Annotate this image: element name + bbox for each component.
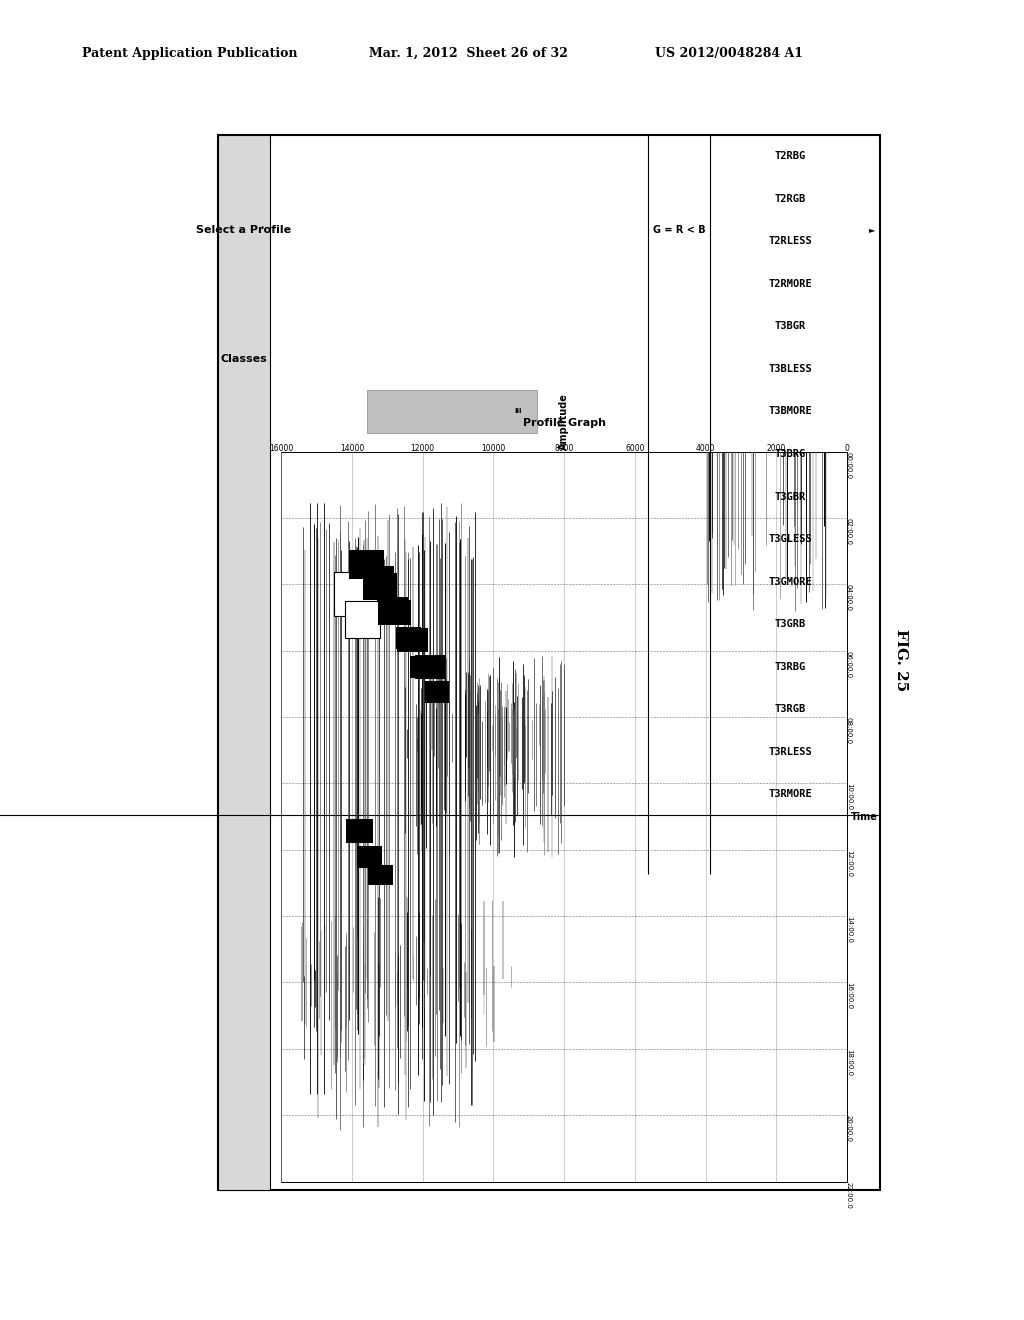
Bar — [346, 820, 373, 842]
Bar — [357, 846, 382, 867]
Text: 20:00.0: 20:00.0 — [846, 1115, 852, 1142]
Text: 16000: 16000 — [269, 444, 294, 453]
Text: T2RLESS: T2RLESS — [768, 236, 812, 247]
Text: T2RMORE: T2RMORE — [768, 279, 812, 289]
Bar — [378, 599, 411, 624]
Text: Amplitude: Amplitude — [559, 393, 569, 450]
Bar — [396, 628, 428, 652]
Bar — [345, 601, 380, 638]
Text: 4000: 4000 — [695, 444, 716, 453]
Bar — [335, 572, 377, 615]
Text: T2RBG: T2RBG — [774, 152, 806, 161]
Text: T3RGB: T3RGB — [774, 704, 806, 714]
Bar — [396, 627, 421, 648]
Text: 18:00.0: 18:00.0 — [846, 1049, 852, 1076]
Text: Select a Profile: Select a Profile — [197, 224, 292, 235]
Text: T3BRG: T3BRG — [774, 449, 806, 459]
Text: 00:00.0: 00:00.0 — [846, 451, 852, 479]
Text: 08:00.0: 08:00.0 — [846, 717, 852, 744]
Text: 14:00.0: 14:00.0 — [846, 916, 852, 942]
Text: T3GRB: T3GRB — [774, 619, 806, 630]
Text: iii: iii — [514, 408, 521, 414]
Text: T3GLESS: T3GLESS — [768, 535, 812, 544]
Text: 06:00.0: 06:00.0 — [846, 651, 852, 677]
Text: FIG. 25: FIG. 25 — [894, 628, 908, 692]
Bar — [415, 655, 444, 678]
Bar — [411, 656, 435, 677]
Text: 14000: 14000 — [340, 444, 365, 453]
Text: ►: ► — [869, 226, 876, 235]
Text: 12:00.0: 12:00.0 — [846, 850, 852, 876]
Bar — [348, 550, 384, 579]
Text: 10000: 10000 — [481, 444, 506, 453]
Text: Profile Graph: Profile Graph — [522, 418, 605, 428]
Text: US 2012/0048284 A1: US 2012/0048284 A1 — [655, 46, 804, 59]
Bar — [218, 135, 880, 1191]
Text: Time: Time — [851, 812, 878, 821]
Text: ': ' — [261, 224, 264, 235]
Bar — [367, 391, 537, 433]
Text: T3BMORE: T3BMORE — [768, 407, 812, 416]
Text: T3GBR: T3GBR — [774, 491, 806, 502]
Bar — [282, 451, 847, 1181]
Bar — [368, 865, 392, 886]
Text: 8000: 8000 — [554, 444, 573, 453]
Bar — [364, 573, 397, 599]
Bar — [425, 681, 450, 704]
Text: 22:00.0: 22:00.0 — [846, 1181, 852, 1208]
Bar — [367, 566, 394, 593]
Text: 6000: 6000 — [625, 444, 644, 453]
Text: 12000: 12000 — [411, 444, 435, 453]
Bar — [218, 135, 270, 1191]
Bar — [381, 597, 408, 620]
Text: 02:00.0: 02:00.0 — [846, 517, 852, 545]
Text: T3RMORE: T3RMORE — [768, 789, 812, 799]
Text: 04:00.0: 04:00.0 — [846, 585, 852, 611]
Text: 0: 0 — [845, 444, 849, 453]
Text: T3RLESS: T3RLESS — [768, 747, 812, 756]
Text: 16:00.0: 16:00.0 — [846, 982, 852, 1010]
Text: 2000: 2000 — [767, 444, 785, 453]
Text: 10:00.0: 10:00.0 — [846, 783, 852, 810]
Text: Patent Application Publication: Patent Application Publication — [82, 46, 297, 59]
Text: T3BGR: T3BGR — [774, 321, 806, 331]
Text: T2RGB: T2RGB — [774, 194, 806, 203]
Text: G = R < B: G = R < B — [652, 224, 706, 235]
Text: Mar. 1, 2012  Sheet 26 of 32: Mar. 1, 2012 Sheet 26 of 32 — [369, 46, 567, 59]
Text: T3RBG: T3RBG — [774, 661, 806, 672]
Text: T3GMORE: T3GMORE — [768, 577, 812, 586]
Text: T3BLESS: T3BLESS — [768, 364, 812, 374]
Text: Classes: Classes — [220, 354, 267, 364]
